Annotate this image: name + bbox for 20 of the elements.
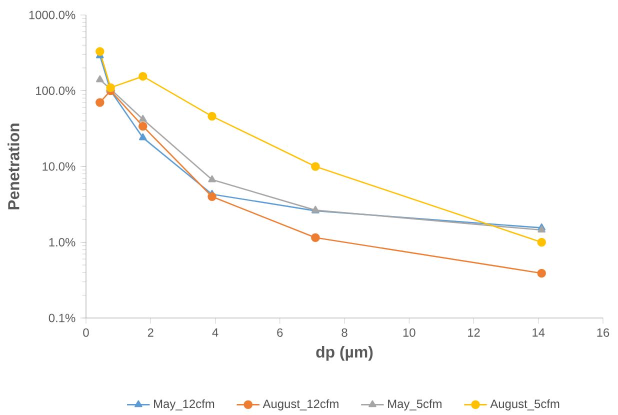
x-tick-label: 4 [212, 328, 218, 336]
y-tick-label: 1000.0% [29, 10, 76, 20]
y-tick-label: 1.0% [49, 238, 76, 246]
legend-label: May_12cfm [154, 399, 214, 410]
x-axis-title: dp (µm) [316, 346, 373, 361]
x-tick-label: 12 [468, 328, 480, 337]
legend-label: August_12cfm [262, 399, 338, 410]
x-tick-label: 6 [277, 328, 283, 337]
x-tick-label: 2 [148, 328, 154, 337]
x-tick-label: 0 [83, 328, 89, 337]
x-tick-label: 10 [403, 328, 416, 337]
x-tick-label: 16 [597, 328, 610, 337]
y-tick-label: 100.0% [36, 86, 76, 95]
x-tick-label: 8 [342, 328, 348, 337]
y-tick-label: 10.0% [42, 162, 76, 171]
x-tick-label: 14 [532, 328, 545, 336]
legend-label: August_5cfm [490, 399, 560, 410]
legend-label: May_5cfm [388, 399, 442, 410]
y-tick-label: 0.1% [48, 314, 76, 322]
y-axis-title: Penetration [8, 124, 20, 210]
